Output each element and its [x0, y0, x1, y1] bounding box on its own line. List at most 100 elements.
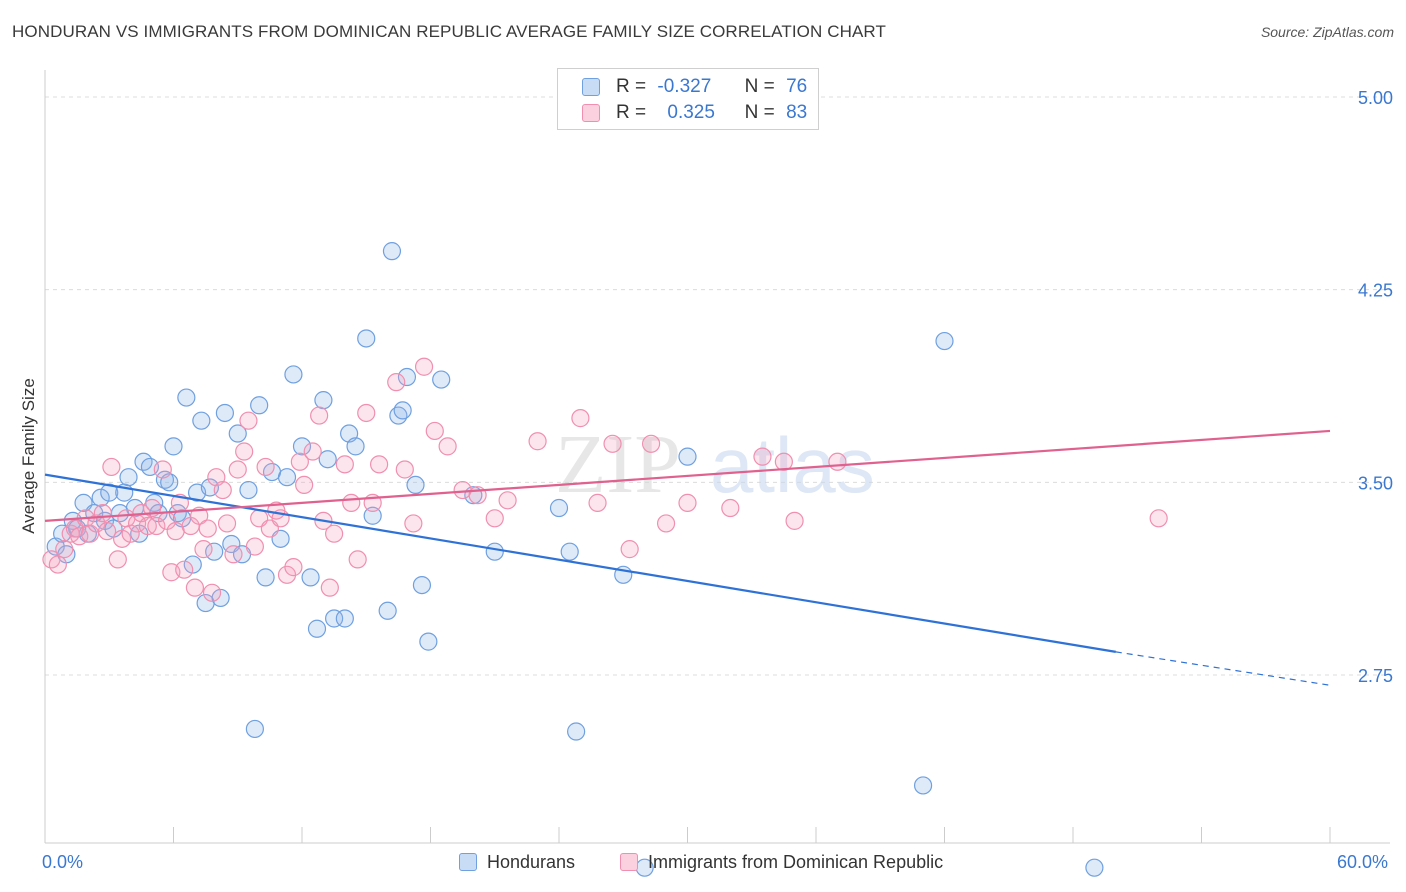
legend-r-value-hondurans: -0.327	[657, 76, 712, 97]
bottom-legend-hondurans: Hondurans	[459, 852, 575, 873]
point-dominican	[93, 504, 112, 523]
point-hondurans	[913, 776, 933, 795]
point-hondurans	[935, 331, 954, 351]
chart-title: HONDURAN VS IMMIGRANTS FROM DOMINICAN RE…	[12, 22, 886, 41]
point-hondurans	[393, 401, 412, 420]
point-hondurans	[119, 468, 138, 487]
point-hondurans	[325, 609, 344, 628]
legend-swatch-dominican	[582, 104, 600, 122]
point-hondurans	[314, 391, 333, 410]
point-hondurans	[239, 480, 258, 500]
point-hondurans	[100, 483, 119, 502]
y-tick-label: 4.25	[1358, 281, 1393, 301]
y-tick-label: 5.00	[1358, 88, 1393, 108]
point-hondurans	[91, 488, 110, 507]
point-hondurans	[1085, 858, 1104, 877]
point-hondurans	[412, 575, 432, 595]
point-dominican	[774, 452, 793, 471]
point-dominican	[121, 524, 140, 543]
point-dominican	[303, 442, 322, 461]
y-tick-labels: 2.75 3.50 4.25 5.00	[1358, 88, 1393, 686]
point-dominican	[528, 432, 547, 451]
legend-r-label: R =	[616, 76, 647, 97]
legend-r-value-dominican: 0.325	[667, 102, 715, 123]
point-hondurans	[432, 370, 451, 389]
point-hondurans	[357, 329, 376, 348]
source-label: Source: ZipAtlas.com	[1260, 24, 1394, 40]
bottom-legend-label-dominican: Immigrants from Dominican Republic	[648, 852, 944, 872]
point-hondurans	[318, 450, 337, 469]
x-axis-min-label: 0.0%	[42, 852, 84, 872]
legend-n-value-hondurans: 76	[786, 76, 808, 97]
point-dominican	[217, 514, 237, 533]
point-dominican	[228, 460, 247, 479]
legend-n-value-dominican: 83	[786, 102, 808, 123]
stats-legend: R = -0.327 N = 76 R = 0.325 N = 83	[557, 68, 819, 130]
point-dominican	[295, 475, 314, 495]
point-hondurans	[164, 437, 183, 456]
point-dominican	[785, 511, 804, 530]
point-dominican	[425, 421, 444, 441]
point-dominican	[256, 457, 275, 477]
point-dominican	[620, 540, 639, 559]
point-dominican	[485, 509, 504, 528]
point-dominican	[153, 460, 172, 479]
y-tick-label: 3.50	[1358, 473, 1393, 493]
point-dominican	[395, 460, 414, 479]
point-dominican	[194, 540, 213, 559]
point-dominican	[48, 555, 67, 574]
bottom-legend-dominican: Immigrants from Dominican Republic	[620, 852, 943, 873]
point-hondurans	[211, 588, 230, 608]
point-hondurans	[215, 403, 234, 423]
point-dominican	[239, 411, 258, 430]
point-hondurans	[284, 365, 303, 384]
point-dominican	[641, 434, 661, 453]
legend-n-label: N =	[744, 102, 775, 123]
point-hondurans	[277, 468, 297, 487]
point-hondurans	[301, 568, 320, 587]
point-hondurans	[192, 411, 211, 430]
y-tick-label: 2.75	[1358, 666, 1393, 686]
point-dominican	[335, 455, 354, 474]
point-hondurans	[250, 396, 269, 415]
point-hondurans	[567, 722, 586, 741]
point-dominican	[721, 498, 740, 518]
point-dominican	[357, 403, 376, 423]
point-dominican	[102, 457, 121, 477]
point-hondurans	[346, 437, 365, 456]
point-dominican	[310, 406, 329, 425]
trend-lines	[44, 429, 1331, 686]
point-dominican	[387, 373, 406, 392]
point-dominican	[320, 578, 339, 597]
trend-line-hondurans-extension	[1115, 651, 1331, 686]
point-hondurans	[406, 475, 425, 495]
point-hondurans	[292, 437, 312, 456]
point-hondurans	[485, 542, 504, 561]
legend-swatch-hondurans	[582, 78, 600, 96]
point-dominican	[112, 529, 132, 548]
point-hondurans	[307, 619, 327, 638]
point-hondurans	[363, 506, 382, 525]
point-hondurans	[256, 568, 275, 587]
point-hondurans	[549, 498, 569, 518]
point-dominican	[370, 455, 389, 474]
watermark-zip: ZIP	[555, 418, 681, 511]
bottom-legend-swatch-hondurans	[459, 853, 477, 871]
point-dominican	[213, 480, 232, 500]
point-dominican	[588, 493, 607, 512]
point-hondurans	[560, 542, 579, 561]
point-dominican	[342, 493, 361, 512]
point-dominican	[678, 493, 697, 512]
point-hondurans	[419, 632, 438, 651]
point-dominican	[235, 442, 254, 461]
point-dominican	[108, 550, 127, 569]
point-dominican	[70, 527, 89, 546]
point-dominican	[414, 357, 434, 376]
point-dominican	[284, 558, 303, 577]
point-hondurans	[335, 609, 354, 628]
point-dominican	[438, 437, 457, 456]
point-hondurans	[183, 555, 202, 574]
trend-line-dominican	[44, 429, 1331, 522]
bottom-legend-label-hondurans: Hondurans	[487, 852, 576, 872]
point-dominican	[190, 506, 209, 525]
